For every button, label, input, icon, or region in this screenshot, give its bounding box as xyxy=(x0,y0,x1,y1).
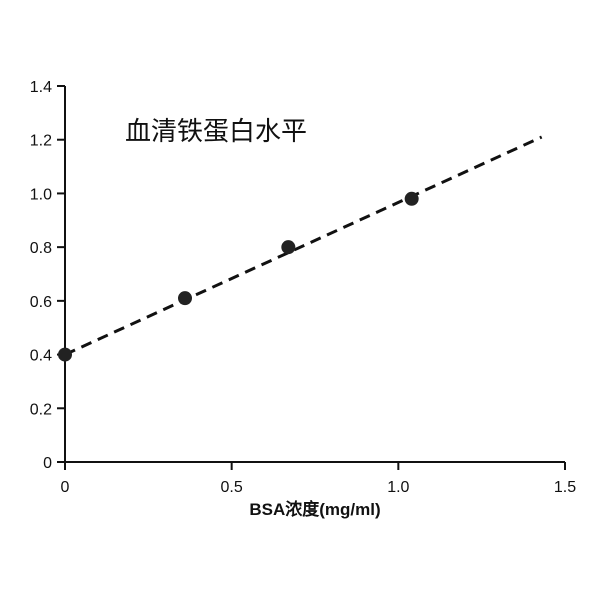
y-tick-label: 1.0 xyxy=(30,186,52,203)
y-tick-label: 0.6 xyxy=(30,294,52,311)
x-tick-label: 0.5 xyxy=(221,479,243,496)
y-tick-label: 0.2 xyxy=(30,401,52,418)
chart-annotation: 血清铁蛋白水平 xyxy=(125,117,307,147)
x-tick-label: 1.0 xyxy=(387,479,409,496)
data-point xyxy=(281,240,296,255)
data-point xyxy=(58,347,72,362)
fit-line-group xyxy=(64,135,543,356)
y-tick-label: 0.4 xyxy=(30,348,52,365)
axes xyxy=(64,86,565,463)
data-points xyxy=(58,191,419,362)
y-tick-label: 1.2 xyxy=(30,133,52,150)
x-tick-label: 0 xyxy=(61,479,70,496)
y-tick-label: 1.4 xyxy=(30,79,52,96)
fit-line xyxy=(64,135,543,356)
x-tick-label: 1.5 xyxy=(554,479,576,496)
data-point xyxy=(404,191,419,206)
data-point xyxy=(178,291,192,306)
x-axis-title: BSA浓度(mg/ml) xyxy=(249,499,380,519)
y-tick-label: 0 xyxy=(43,455,52,472)
x-ticks: 0 0.5 1.0 1.5 xyxy=(61,462,576,496)
y-ticks: 0 0.2 0.4 0.6 0.8 1.0 1.2 1.4 xyxy=(30,79,65,472)
y-tick-label: 0.8 xyxy=(30,240,52,257)
